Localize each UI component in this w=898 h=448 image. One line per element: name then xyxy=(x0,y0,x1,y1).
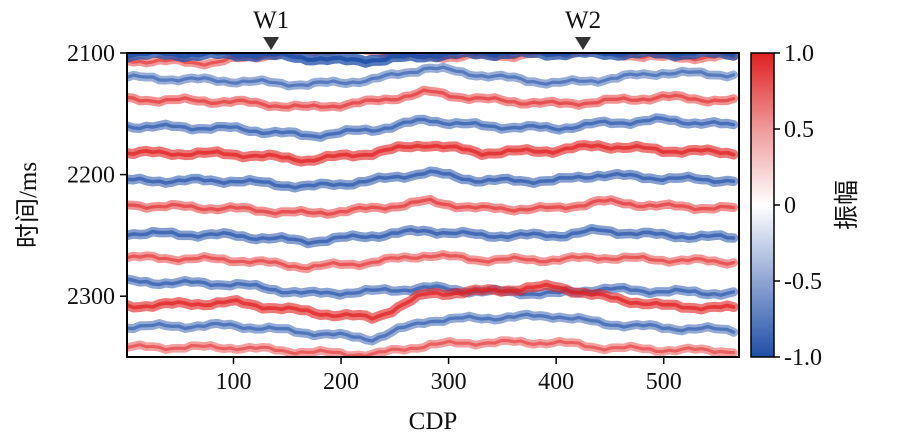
horizon-core-12 xyxy=(127,282,736,321)
colorbar-tick-label: -1.0 xyxy=(784,345,822,371)
colorbar-tick-label: 1.0 xyxy=(784,41,814,67)
horizon-core-11 xyxy=(127,277,736,297)
x-tick-label: 100 xyxy=(215,369,251,395)
colorbar-title: 振幅 xyxy=(833,180,861,230)
horizon-core-8 xyxy=(127,197,736,216)
colorbar-tick-label: 0 xyxy=(784,193,796,219)
colorbar-tick-label: 0.5 xyxy=(784,117,814,143)
y-tick-label: 2100 xyxy=(67,41,115,67)
colorbar-gradient xyxy=(750,52,775,358)
horizon-core-6 xyxy=(127,143,736,164)
horizon-core-5 xyxy=(127,116,736,139)
well-marker-triangle xyxy=(575,37,592,50)
horizon-core-7 xyxy=(127,169,736,190)
horizon-core-14 xyxy=(127,338,736,357)
x-tick-label: 300 xyxy=(431,369,467,395)
colorbar-ticks: 1.0 0.5 0 -0.5 -1.0 xyxy=(774,41,822,371)
y-tick-label: 2300 xyxy=(67,284,115,310)
y-tick-label: 2200 xyxy=(67,163,115,189)
plot-area xyxy=(126,52,740,358)
x-tick-label: 500 xyxy=(646,369,682,395)
well-label: W2 xyxy=(565,7,601,34)
horizon-core-10 xyxy=(127,252,736,271)
x-axis: 100 200 300 400 500 xyxy=(215,357,682,395)
horizon-core-9 xyxy=(127,226,736,246)
x-tick-label: 200 xyxy=(323,369,359,395)
x-axis-title: CDP xyxy=(409,408,458,435)
y-axis: 2100 2200 2300 xyxy=(67,41,127,310)
plot-frame xyxy=(126,52,740,358)
horizon-core-13 xyxy=(127,312,736,343)
well-markers: W1 W2 xyxy=(253,7,601,50)
y-axis-title: 时间/ms xyxy=(14,162,42,248)
well-marker-triangle xyxy=(263,37,280,50)
x-tick-label: 400 xyxy=(538,369,574,395)
colorbar: 1.0 0.5 0 -0.5 -1.0 振幅 xyxy=(750,41,861,371)
well-label: W1 xyxy=(253,7,289,34)
colorbar-tick-label: -0.5 xyxy=(784,269,822,295)
horizon-core-3 xyxy=(127,65,736,88)
horizon-core-4 xyxy=(127,88,736,110)
